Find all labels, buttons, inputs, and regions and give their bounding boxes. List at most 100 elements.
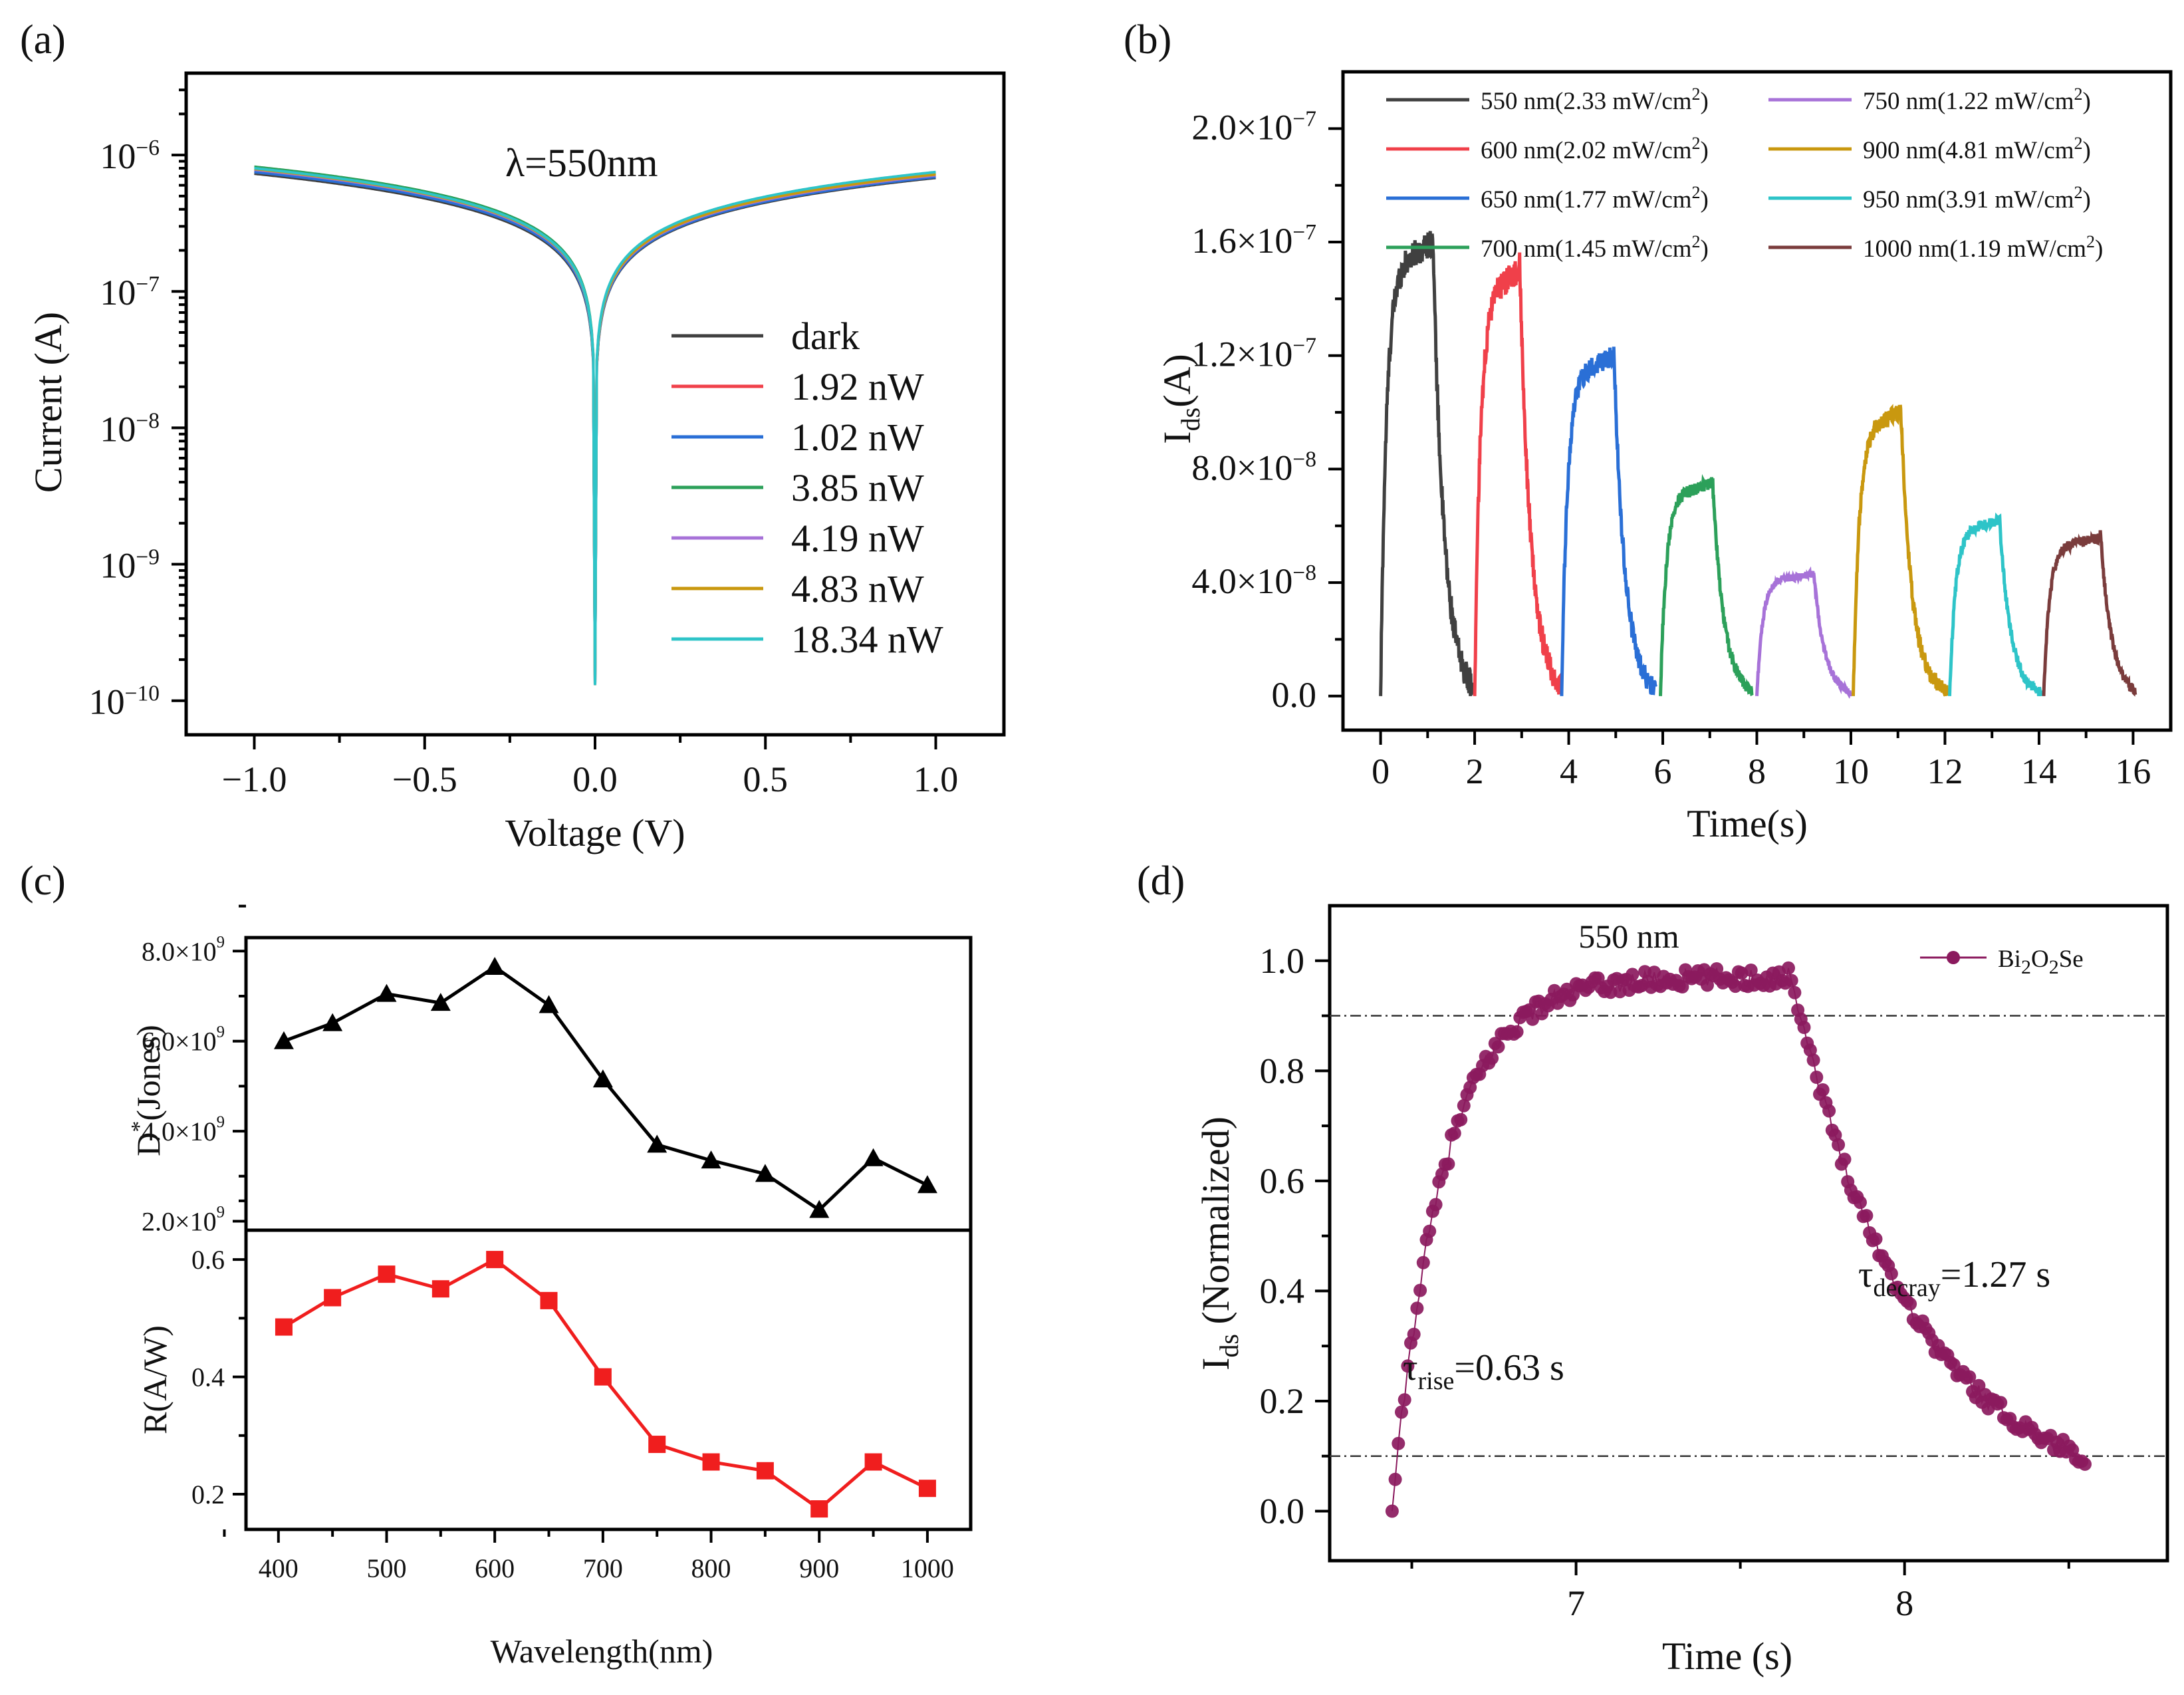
- panel-c-responsivity-marker: [275, 1318, 293, 1336]
- panel-b-legend-label-1: 600 nm(2.02 mW/cm2): [1481, 134, 1709, 164]
- panel-b-legend-text: 600 nm(2.02 mW/cm: [1481, 137, 1692, 164]
- panel-a-legend-label-6: 18.34 nW: [791, 618, 943, 661]
- panel-a-y-tick-label: 10−9: [100, 545, 160, 586]
- panel-a-x-tick-label: 0.5: [743, 759, 789, 799]
- panel-d-point: [1447, 1126, 1461, 1140]
- panel-d-point: [1832, 1138, 1846, 1152]
- panel-d-point: [1903, 1297, 1917, 1311]
- panel-b-curve-4: [1755, 566, 1853, 699]
- panel-c-top-y-tick-label-mantissa: 8.0×10: [142, 936, 217, 966]
- panel-c-responsivity-series: [275, 1251, 936, 1518]
- panel-c-responsivity-marker: [864, 1453, 882, 1471]
- panel-b-x-tick-label: 2: [1466, 751, 1484, 791]
- panel-c-x-ticks: 400 500 600 700 800 900 1000: [223, 1529, 954, 1583]
- panel-c-top-y-tick-label-exponent: 9: [217, 933, 225, 951]
- panel-c-top-y-tick-label: 2.0×109: [142, 1203, 225, 1236]
- panel-d-y-tick-label: 1.0: [1260, 941, 1305, 981]
- panel-d-y-tick-label: 0.4: [1260, 1271, 1305, 1311]
- panel-d-point: [1854, 1196, 1867, 1210]
- panel-d-point: [1788, 985, 1802, 999]
- panel-b-legend-close: ): [1701, 137, 1709, 164]
- panel-d-rise-time-annotation: τrise=0.63 s: [1403, 1347, 1564, 1395]
- panel-a-x-tick-label: −1.0: [222, 759, 287, 799]
- panel-d-rise-value: =0.63 s: [1454, 1347, 1564, 1388]
- panel-a-y-tick-label-exponent: −10: [125, 682, 160, 706]
- panel-c-x-tick-label: 500: [366, 1553, 406, 1583]
- panel-a-y-tick-label: 10−8: [100, 408, 160, 449]
- panel-b-legend-label-2: 650 nm(1.77 mW/cm2): [1481, 183, 1709, 213]
- panel-d-y-tick-label: 0.0: [1260, 1492, 1305, 1531]
- panel-b-legend-label-4: 750 nm(1.22 mW/cm2): [1863, 84, 2091, 115]
- panel-b-legend-sup: 2: [2074, 183, 2083, 202]
- panel-a-label: (a): [20, 17, 66, 63]
- panel-d-point: [1838, 1152, 1852, 1166]
- panel-b-y-tick-label-mantissa: 0.0: [1272, 675, 1317, 715]
- panel-a-x-tick-label: −0.5: [392, 759, 457, 799]
- panel-a-y-tick-label: 10−10: [89, 682, 160, 722]
- panel-b-y-tick-label: 4.0×10−8: [1191, 561, 1316, 601]
- panel-b-label: (b): [1124, 17, 1171, 63]
- panel-d-legend-marker: [1947, 951, 1960, 964]
- panel-c-responsivity-marker: [918, 1480, 936, 1498]
- panel-d-point: [1413, 1283, 1427, 1297]
- panel-a-y-tick-label-exponent: −6: [136, 136, 160, 160]
- panel-b: (b) 0 2 4 6 8 10 12 14 16 0.04.0×10−88.0×10−81.2…: [1124, 17, 2173, 845]
- panel-d-legend-mid: O: [2031, 946, 2049, 973]
- panel-d-y-axis-sub: ds: [1214, 1334, 1244, 1358]
- panel-b-legend-text: 700 nm(1.45 mW/cm: [1481, 235, 1692, 263]
- panel-d-point: [1947, 1358, 1961, 1372]
- panel-a-y-tick-label-mantissa: 10: [100, 546, 136, 586]
- panel-c-top-y-tick-label: 4.0×109: [142, 1113, 225, 1146]
- panel-a-legend-label-5: 4.83 nW: [791, 567, 924, 610]
- panel-d-y-ticks: 0.0 0.2 0.4 0.6 0.8 1.0: [1260, 941, 1330, 1531]
- panel-b-y-tick-label-mantissa: 1.2×10: [1191, 334, 1292, 374]
- panel-d-point: [1806, 1053, 1820, 1067]
- panel-b-curve-1: [1473, 252, 1564, 696]
- panel-b-legend-close: ): [1701, 235, 1709, 263]
- panel-c-label: (c): [20, 858, 66, 904]
- panel-d-point: [1510, 1025, 1524, 1039]
- panel-d-point: [1485, 1051, 1499, 1065]
- panel-d-y-tick-label: 0.6: [1260, 1161, 1305, 1201]
- panel-a-wavelength-annotation: λ=550nm: [505, 141, 658, 185]
- panel-b-y-tick-label-exponent: −7: [1292, 220, 1316, 245]
- panel-c-top-y-sup: *: [127, 1121, 152, 1132]
- panel-b-curves: [1379, 231, 2137, 699]
- panel-c-top-y-tail: (Jones): [130, 1025, 167, 1120]
- panel-c-detectivity-marker: [755, 1164, 775, 1182]
- panel-d-point: [1803, 1043, 1817, 1057]
- panel-b-legend-close: ): [2083, 186, 2091, 213]
- panel-d-rise-sub: rise: [1418, 1367, 1455, 1395]
- panel-b-legend-close: ): [2083, 88, 2091, 115]
- panel-c-detectivity-marker: [539, 995, 559, 1013]
- panel-a-y-tick-label-mantissa: 10: [89, 682, 125, 722]
- panel-c-top-y-tick-label-mantissa: 6.0×10: [142, 1027, 217, 1057]
- panel-b-y-tick-label: 2.0×10−7: [1191, 106, 1316, 147]
- panel-b-legend-label-5: 900 nm(4.81 mW/cm2): [1863, 134, 2091, 164]
- panel-d-point: [1407, 1327, 1421, 1341]
- panel-b-x-tick-label: 14: [2021, 751, 2057, 791]
- panel-a: (a) −1.0 −0.5 0.0 0.5 1.0 10−1010−910−810−71…: [20, 17, 1006, 854]
- panel-b-legend-sup: 2: [1692, 183, 1701, 202]
- panel-d-point: [1869, 1232, 1883, 1246]
- panel-a-y-tick-label-exponent: −7: [136, 272, 160, 297]
- panel-a-y-tick-label: 10−7: [100, 272, 160, 313]
- panel-d-legend-sub1: 2: [2021, 956, 2031, 978]
- panel-c-x-tick-label: 400: [259, 1553, 299, 1583]
- panel-d-point: [1388, 1472, 1402, 1486]
- panel-c-x-tick-label: 800: [691, 1553, 731, 1583]
- panel-a-y-tick-label-exponent: −8: [136, 408, 160, 433]
- panel-c-detectivity-marker: [322, 1013, 343, 1031]
- panel-a-legend-label-4: 4.19 nW: [791, 517, 924, 560]
- panel-c-responsivity-marker: [431, 1280, 449, 1298]
- panel-b-y-tick-label-exponent: −8: [1292, 447, 1316, 471]
- panel-b-x-tick-label: 8: [1748, 751, 1766, 791]
- panel-c-top-y-tick-label-mantissa: 2.0×10: [142, 1206, 217, 1236]
- panel-d-legend-label: Bi2O2Se: [1998, 946, 2084, 978]
- panel-d-legend-pre: Bi: [1998, 946, 2021, 973]
- panel-b-y-tick-label: 1.2×10−7: [1191, 334, 1316, 374]
- panel-d-point: [1701, 978, 1714, 992]
- panel-d-decay-value: =1.27 s: [1941, 1254, 2050, 1295]
